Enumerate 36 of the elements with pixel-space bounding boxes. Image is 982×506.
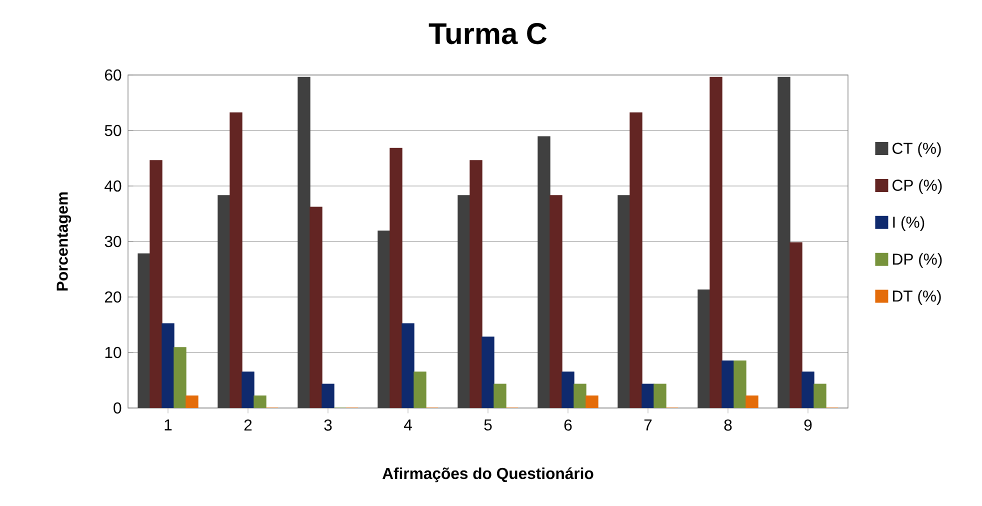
legend-label: I (%) <box>893 216 924 231</box>
bar <box>562 372 574 408</box>
bar <box>242 372 254 408</box>
x-tick-label: 1 <box>164 419 172 430</box>
bar <box>482 336 494 408</box>
legend-label: DT (%) <box>893 290 941 305</box>
x-tick-label: 4 <box>404 419 412 430</box>
y-tick-label: 40 <box>104 180 122 192</box>
legend-label: DP (%) <box>893 253 942 268</box>
x-tick-label: 7 <box>644 419 652 430</box>
y-tick-label: 0 <box>114 402 122 414</box>
bar <box>402 323 414 408</box>
x-tick-label: 6 <box>564 419 572 431</box>
bar <box>586 395 598 408</box>
y-tick-label: 30 <box>104 236 122 248</box>
y-axis-title: Porcentagem <box>56 192 72 291</box>
legend-label: CP (%) <box>892 179 942 194</box>
y-tick-label: 60 <box>105 69 122 81</box>
x-tick-label: 8 <box>724 419 732 431</box>
legend-label: CT (%) <box>892 142 941 158</box>
x-axis-title: Afirmações do Questionário <box>382 467 594 482</box>
x-tick-label: 2 <box>244 419 252 431</box>
bar <box>322 384 334 408</box>
y-tick-label: 20 <box>105 291 122 303</box>
x-tick-label: 5 <box>484 419 492 431</box>
y-tick-label: 10 <box>105 346 122 358</box>
bar <box>722 360 734 408</box>
x-tick-label: 9 <box>804 419 812 431</box>
x-tick-label: 3 <box>324 419 332 431</box>
bar <box>802 372 814 408</box>
bar <box>746 395 758 408</box>
bar <box>186 395 198 408</box>
bar <box>642 384 654 408</box>
chart-title: Turma C <box>428 23 547 44</box>
bar <box>162 323 174 408</box>
y-tick-label: 50 <box>104 124 122 136</box>
